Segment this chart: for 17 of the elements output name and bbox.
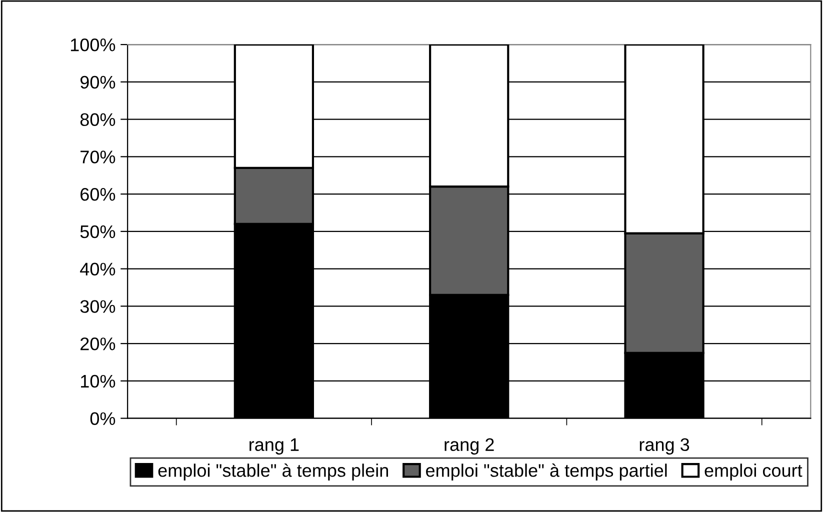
y-tick-label: 70% <box>80 150 116 164</box>
x-tick-label: rang 1 <box>250 438 299 455</box>
y-tick-label: 10% <box>81 374 116 388</box>
y-tick-label: 40% <box>80 262 116 276</box>
y-tick-label: 90% <box>80 76 116 89</box>
legend-label: emploi "stable" à temps partiel <box>426 463 667 480</box>
legend-label: emploi court <box>704 464 802 480</box>
y-tick-label: 60% <box>80 188 116 201</box>
y-tick-label: 30% <box>80 300 116 313</box>
y-tick-label: 0% <box>90 412 116 426</box>
legend-label: emploi "stable" à temps plein <box>158 463 388 480</box>
y-tick-label: 80% <box>80 113 116 126</box>
x-tick-label: rang 3 <box>640 438 690 455</box>
x-tick-label: rang 2 <box>444 438 494 455</box>
y-tick-label: 20% <box>80 337 116 350</box>
y-tick-label: 100% <box>70 38 116 52</box>
y-tick-label: 50% <box>80 225 116 238</box>
